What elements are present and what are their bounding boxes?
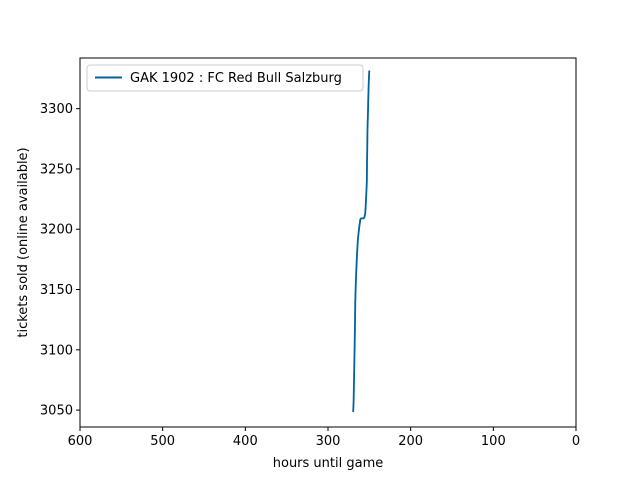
y-tick-label: 3100 (40, 343, 73, 358)
y-tick-label: 3050 (40, 404, 73, 419)
y-tick-label: 3150 (40, 283, 73, 298)
legend: GAK 1902 : FC Red Bull Salzburg (86, 64, 364, 92)
x-tick-label: 300 (316, 434, 341, 449)
x-axis-label: hours until game (273, 456, 384, 471)
y-tick-label: 3200 (40, 223, 73, 238)
plot-area (80, 58, 576, 427)
series-line (352, 70, 371, 413)
x-axis: 600 500 400 300 200 100 0 (68, 427, 580, 449)
y-tick-label: 3300 (40, 102, 73, 117)
y-axis-label: tickets sold (online available) (16, 147, 31, 337)
y-tick-label: 3250 (40, 162, 73, 177)
x-tick-label: 100 (481, 434, 506, 449)
plot-content (352, 70, 371, 413)
x-tick-label: 200 (398, 434, 423, 449)
x-tick-label: 0 (572, 434, 580, 449)
legend-label: GAK 1902 : FC Red Bull Salzburg (130, 71, 342, 86)
y-axis: 3050 3100 3150 3200 3250 3300 (40, 102, 80, 419)
legend-box (86, 64, 364, 92)
x-tick-label: 400 (233, 434, 258, 449)
x-tick-label: 500 (150, 434, 175, 449)
x-tick-label: 600 (68, 434, 93, 449)
